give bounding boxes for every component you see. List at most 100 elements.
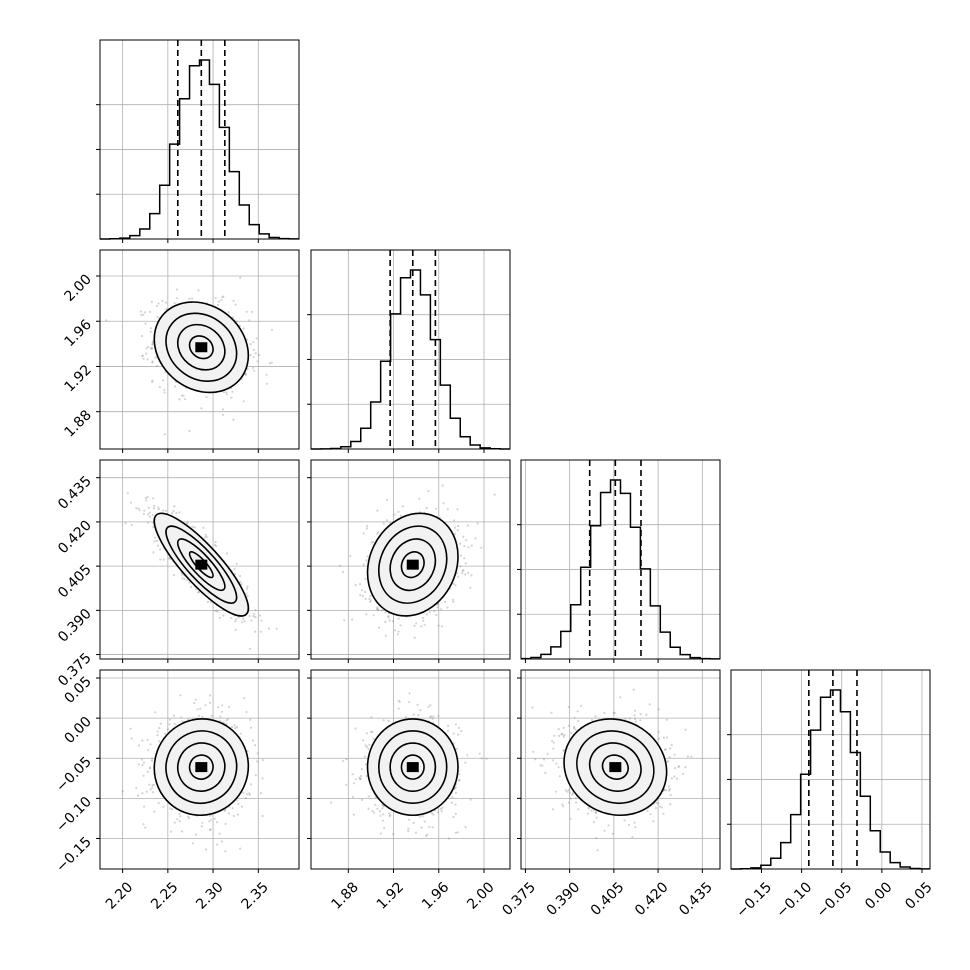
density-contour <box>153 301 250 394</box>
scatter-point <box>205 536 208 539</box>
scatter-point <box>460 729 463 733</box>
scatter-point <box>451 598 455 601</box>
scatter-point <box>180 716 183 719</box>
scatter-point <box>457 726 461 730</box>
scatter-point <box>168 718 171 721</box>
scatter-point <box>359 583 362 586</box>
scatter-point <box>149 515 152 519</box>
scatter-point <box>398 700 401 703</box>
scatter-point <box>220 710 224 713</box>
scatter-point <box>382 813 385 816</box>
scatter-point <box>662 812 665 815</box>
y-tick-label: −0.10 <box>53 794 95 836</box>
scatter-point <box>166 728 169 731</box>
scatter-point <box>144 496 147 500</box>
scatter-point <box>235 562 238 565</box>
scatter-point <box>179 694 182 697</box>
scatter-point <box>240 805 243 808</box>
scatter-point <box>152 507 155 510</box>
scatter-point <box>223 809 226 812</box>
scatter-point <box>234 628 237 631</box>
scatter-point <box>373 811 376 814</box>
x-tick-label: 2.35 <box>239 879 272 912</box>
scatter-point <box>569 817 572 820</box>
scatter-point <box>457 733 460 736</box>
density-contour <box>176 538 226 592</box>
histogram-step-line <box>311 269 510 450</box>
scatter-point <box>214 296 217 300</box>
scatter-point <box>237 802 240 806</box>
scatter-point <box>466 754 469 757</box>
scatter-point <box>389 814 392 817</box>
scatter-point <box>193 702 196 705</box>
scatter-point <box>218 832 221 835</box>
scatter-point <box>231 390 234 393</box>
scatter-point <box>156 364 159 367</box>
scatter-point <box>129 727 132 730</box>
scatter-point <box>421 815 424 818</box>
scatter-point <box>364 590 367 594</box>
x-tick-label: 1.88 <box>329 879 362 912</box>
scatter-point <box>250 619 253 622</box>
scatter-point <box>359 774 363 778</box>
density-contour <box>153 512 250 617</box>
scatter-point <box>249 343 252 346</box>
scatter-point <box>441 625 444 628</box>
scatter-point <box>249 718 252 721</box>
scatter-point <box>156 730 159 733</box>
scatter-point <box>156 734 159 737</box>
scatter-point <box>376 509 379 512</box>
scatter-point <box>200 825 203 828</box>
scatter-point <box>144 322 147 325</box>
scatter-point <box>188 581 191 584</box>
scatter-point <box>183 577 186 581</box>
scatter-point <box>379 832 382 835</box>
scatter-point <box>388 812 391 815</box>
scatter-point <box>141 355 144 358</box>
scatter-point <box>452 732 455 735</box>
scatter-point <box>179 815 182 818</box>
scatter-point <box>157 506 160 509</box>
scatter-point <box>161 379 165 382</box>
scatter-point <box>149 310 152 313</box>
scatter-point <box>255 337 258 340</box>
scatter-point <box>153 540 156 543</box>
scatter-point <box>427 705 430 708</box>
scatter-point <box>231 726 234 729</box>
scatter-point <box>152 525 155 529</box>
scatter-point <box>404 716 407 719</box>
scatter-point <box>254 744 257 747</box>
scatter-point <box>141 354 144 357</box>
scatter-point <box>270 361 273 364</box>
scatter-point <box>634 720 637 723</box>
scatter-point <box>377 626 381 629</box>
scatter-point <box>397 617 400 620</box>
scatter-point <box>172 714 175 717</box>
scatter-point <box>152 791 155 794</box>
scatter-point <box>252 366 255 369</box>
scatter-point <box>248 319 251 322</box>
scatter-point <box>379 814 382 817</box>
density-peak <box>406 559 419 570</box>
scatter-point <box>190 297 194 300</box>
scatter-point <box>586 812 590 815</box>
scatter-point <box>147 513 150 516</box>
scatter-point <box>170 808 174 811</box>
scatter-point <box>201 821 204 824</box>
scatter-point <box>370 716 373 719</box>
scatter-point <box>219 715 222 718</box>
scatter-point <box>380 609 383 612</box>
scatter-point <box>252 615 255 618</box>
x-tick-label: 1.92 <box>374 879 407 912</box>
scatter-point <box>150 759 154 762</box>
panel-frame <box>99 249 300 450</box>
scatter-point <box>611 832 614 835</box>
scatter-point <box>213 817 216 820</box>
scatter-point <box>464 826 467 829</box>
scatter-point <box>208 701 212 705</box>
scatter-point <box>141 335 144 338</box>
scatter-point <box>121 790 124 793</box>
density-contour <box>165 312 238 382</box>
scatter-point <box>201 715 204 718</box>
scatter-point <box>365 613 368 616</box>
